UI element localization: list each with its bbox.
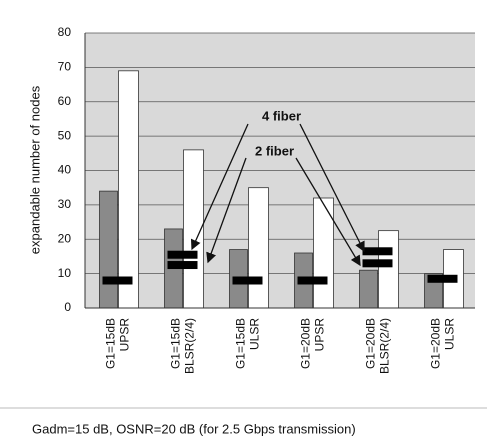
bar bbox=[359, 269, 378, 309]
annotation: 2 fiber bbox=[255, 143, 294, 158]
x-tick-label: UPSR bbox=[313, 318, 327, 352]
x-tick-label: G1=20dB bbox=[299, 318, 313, 369]
x-tick-label: G1=15dB bbox=[234, 318, 248, 369]
y-tick-label: 40 bbox=[58, 163, 72, 177]
marker bbox=[232, 276, 263, 285]
marker bbox=[362, 259, 393, 268]
x-tick-label: BLSR(2/4) bbox=[378, 318, 392, 374]
y-tick-label: 70 bbox=[58, 60, 72, 74]
x-tick-label: UPSR bbox=[118, 318, 132, 352]
marker bbox=[167, 250, 198, 259]
bar bbox=[118, 70, 139, 309]
y-tick-label: 10 bbox=[58, 266, 72, 280]
marker bbox=[297, 276, 328, 285]
y-tick-label: 60 bbox=[58, 94, 72, 108]
annotation: 4 fiber bbox=[262, 108, 301, 123]
x-tick-label: G1=20dB bbox=[429, 318, 443, 369]
x-tick-label: G1=15dB bbox=[169, 318, 183, 369]
x-tick-label: G1=20dB bbox=[364, 318, 378, 369]
y-tick-label: 50 bbox=[58, 128, 72, 142]
y-tick-label: 20 bbox=[58, 231, 72, 245]
y-tick-label: 30 bbox=[58, 197, 72, 211]
marker bbox=[427, 274, 458, 283]
y-tick-label: 80 bbox=[58, 25, 72, 39]
arrows bbox=[190, 123, 365, 267]
x-tick-label: G1=15dB bbox=[104, 318, 118, 369]
bar bbox=[378, 230, 399, 309]
x-tick-label: BLSR(2/4) bbox=[183, 318, 197, 374]
caption: Gadm=15 dB, OSNR=20 dB (for 2.5 Gbps tra… bbox=[32, 421, 356, 436]
bar bbox=[248, 187, 269, 309]
marker bbox=[167, 261, 198, 270]
bar bbox=[99, 190, 118, 309]
x-tick-label: ULSR bbox=[443, 318, 457, 350]
marker bbox=[102, 276, 133, 285]
y-tick-label: 0 bbox=[64, 300, 71, 314]
y-axis-label: expandable number of nodes bbox=[27, 85, 42, 254]
x-tick-label: ULSR bbox=[248, 318, 262, 350]
marker bbox=[362, 247, 393, 256]
